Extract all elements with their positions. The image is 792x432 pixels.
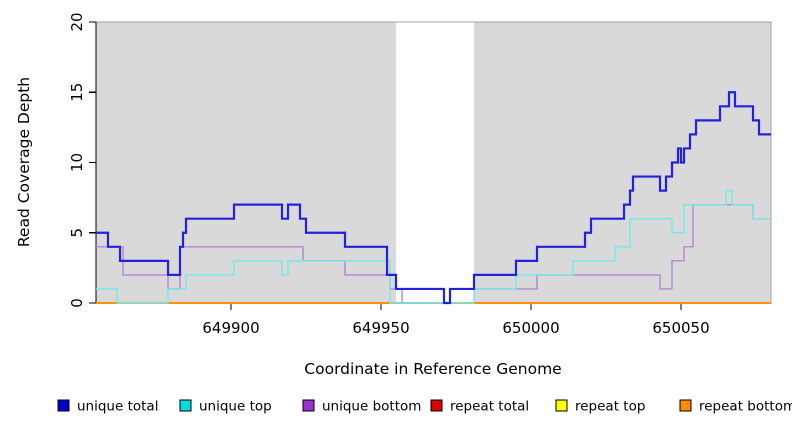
legend: unique total unique top unique bottom repea…	[57, 399, 792, 415]
x-tick-label: 649900	[202, 319, 259, 337]
series-line-unique-total	[96, 91, 771, 305]
legend-label: repeat top	[575, 399, 645, 415]
y-tick-label: 0	[68, 298, 86, 308]
legend-swatch-unique-bottom	[302, 399, 315, 412]
legend-swatch-repeat-total	[430, 399, 443, 412]
x-axis-label: Coordinate in Reference Genome	[304, 360, 561, 378]
legend-label: unique bottom	[322, 399, 421, 415]
x-tick-label: 650050	[652, 319, 709, 337]
plot-layer: 0 5 10 15 20 649900 649950 650000 650050	[68, 12, 772, 337]
legend-label: unique total	[77, 399, 158, 415]
y-tick-label: 15	[68, 83, 86, 102]
y-tick-label: 10	[68, 153, 86, 172]
series-line-unique-top	[96, 189, 771, 304]
y-tick-label: 20	[68, 12, 86, 31]
legend-swatch-repeat-top	[555, 399, 568, 412]
x-tick-label: 650000	[502, 319, 559, 337]
legend-label: repeat total	[450, 399, 529, 415]
y-axis-label: Read Coverage Depth	[15, 77, 33, 247]
legend-swatch-repeat-bottom	[679, 399, 692, 412]
legend-swatch-unique-top	[179, 399, 192, 412]
y-tick-label: 5	[68, 228, 86, 238]
legend-swatch-unique-total	[57, 399, 70, 412]
no-data-region	[396, 22, 474, 303]
legend-label: unique top	[199, 399, 272, 415]
legend-label: repeat bottom	[699, 399, 792, 415]
x-tick-label: 649950	[352, 319, 409, 337]
